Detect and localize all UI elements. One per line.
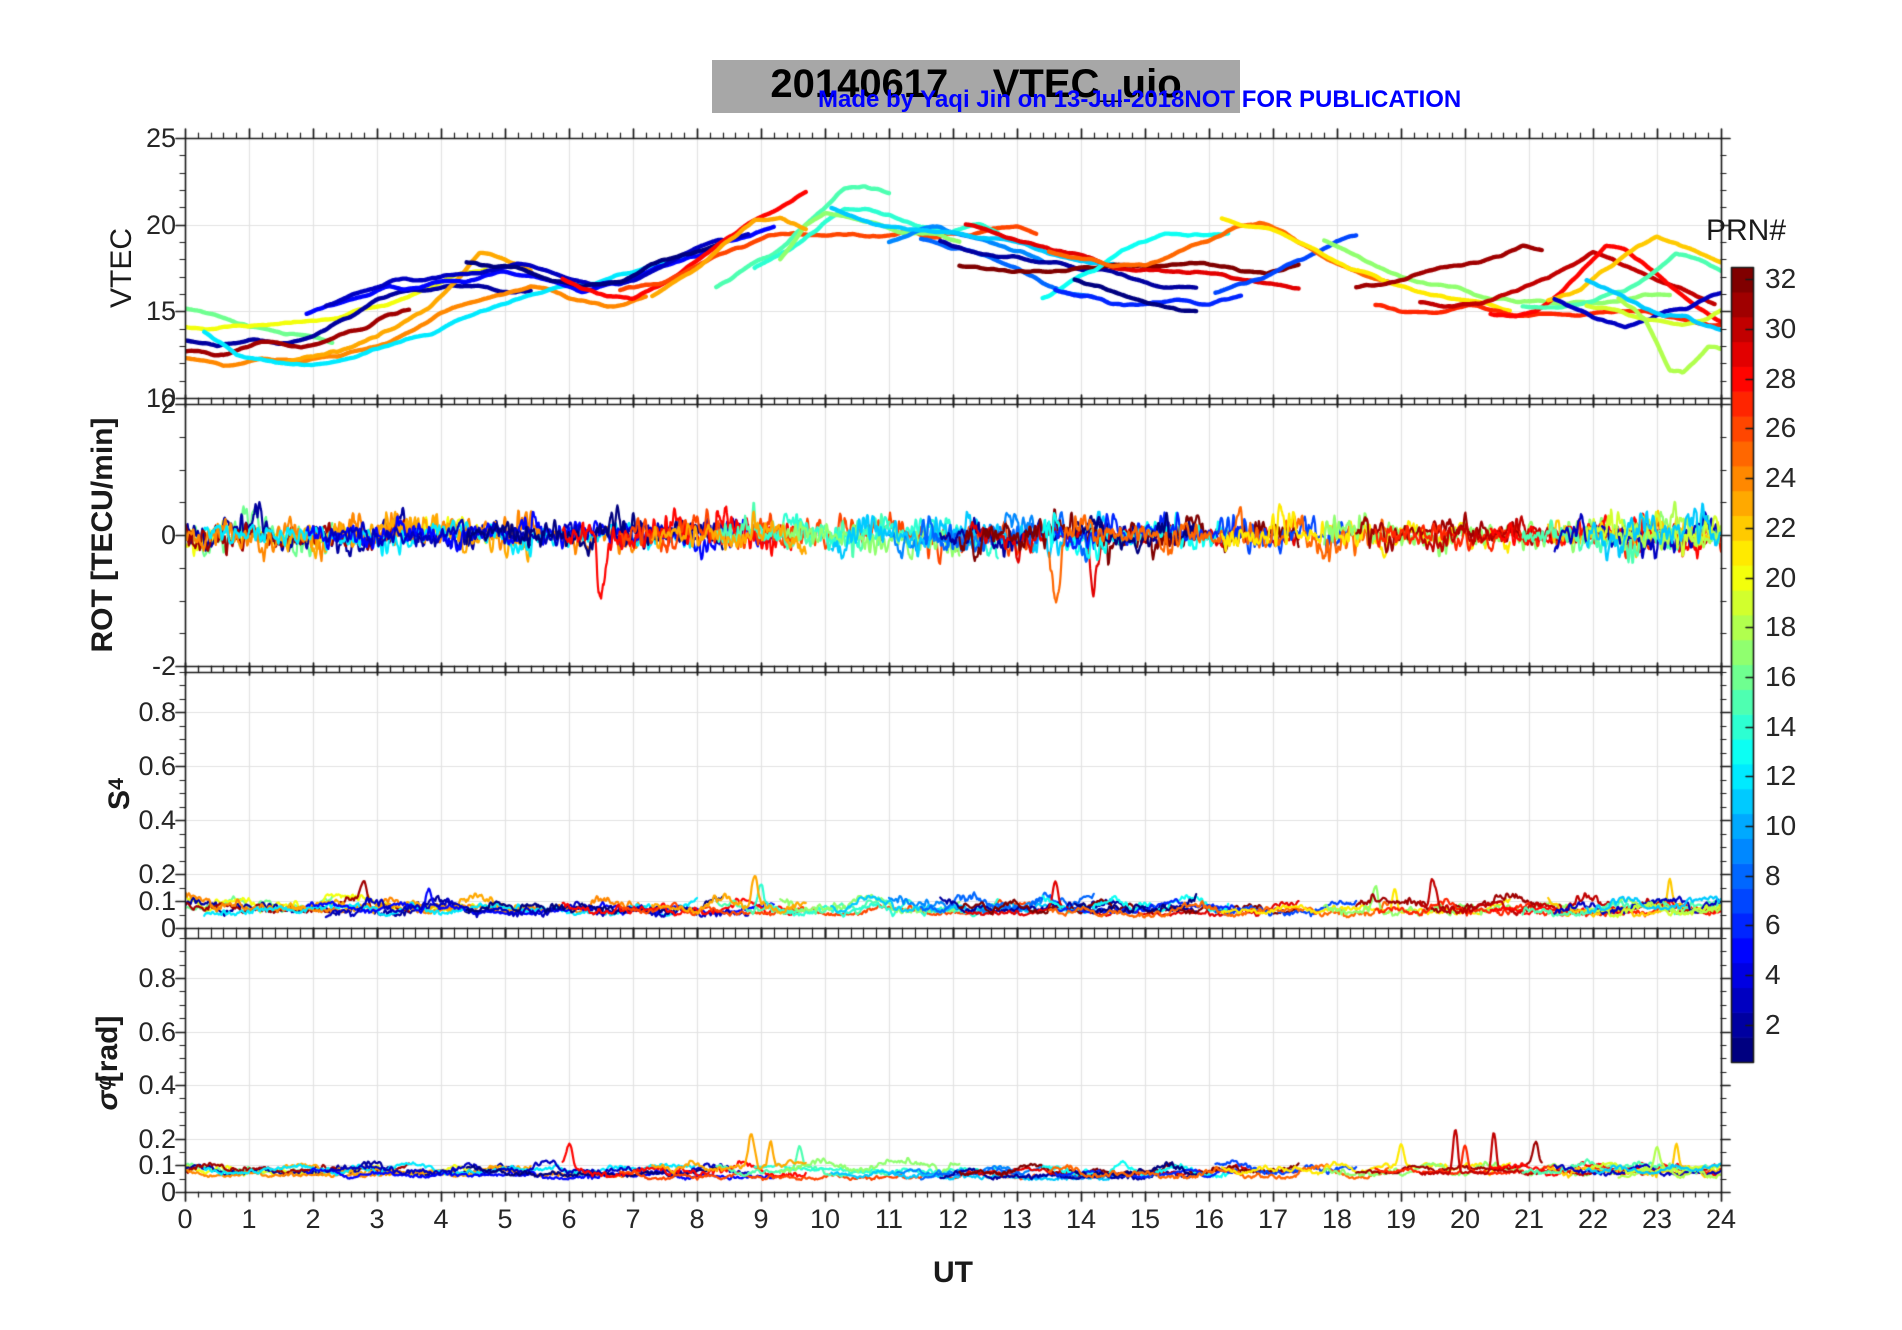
y-tick-label: 0: [160, 1177, 176, 1207]
x-tick-label: 1: [241, 1204, 257, 1234]
figure-title: 20140617 VTEC_uio: [770, 62, 1182, 106]
x-tick-label: 10: [809, 1204, 841, 1234]
colorbar-tick-label: 30: [1765, 313, 1797, 344]
x-tick-label: 19: [1385, 1204, 1417, 1234]
colorbar-tick-label: 12: [1765, 760, 1797, 791]
colorbar-tick-label: 16: [1765, 661, 1797, 692]
credit-row: Made by Yaqi Jin on 13-Jul-2018 NOT FOR …: [818, 86, 1461, 114]
colorbar-tick-label: 26: [1765, 412, 1797, 443]
x-tick-label: 7: [625, 1204, 641, 1234]
x-axis-label: UT: [933, 1256, 973, 1289]
y-tick-label: 0.2: [138, 1124, 176, 1154]
y-tick-label: 20: [145, 210, 176, 240]
x-tick-label: 2: [305, 1204, 321, 1234]
y-tick-label: 25: [145, 123, 176, 153]
colorbar-tick-label: 2: [1765, 1009, 1781, 1040]
colorbar-tick-label: 20: [1765, 562, 1797, 593]
x-tick-label: 21: [1513, 1204, 1545, 1234]
y-tick-label: 0.4: [138, 1070, 176, 1100]
x-tick-label: 24: [1705, 1204, 1737, 1234]
colorbar-tick-label: 10: [1765, 810, 1797, 841]
x-tick-label: 14: [1065, 1204, 1097, 1234]
colorbar-tick-label: 18: [1765, 611, 1797, 642]
colorbar-title: PRN#: [1705, 214, 1787, 247]
colorbar-tick-label: 8: [1765, 860, 1781, 891]
y-tick-label: 0.4: [138, 805, 176, 835]
x-tick-label: 12: [937, 1204, 969, 1234]
y-tick-label: -2: [151, 651, 176, 681]
y-tick-label: 0.8: [138, 963, 176, 993]
credit-note: Made by Yaqi Jin on 13-Jul-2018: [818, 86, 1185, 113]
y-tick-label: 0: [160, 520, 176, 550]
x-tick-label: 8: [689, 1204, 705, 1234]
y-tick-label: 0.2: [138, 859, 176, 889]
y-tick-label: 10: [145, 383, 176, 413]
x-tick-label: 22: [1577, 1204, 1609, 1234]
colorbar-tick-label: 4: [1765, 959, 1781, 990]
x-tick-label: 5: [497, 1204, 513, 1234]
title-banner: [712, 60, 1240, 113]
x-tick-label: 20: [1449, 1204, 1481, 1234]
x-tick-label: 6: [561, 1204, 577, 1234]
y-tick-label: 15: [145, 296, 176, 326]
colorbar-tick-label: 28: [1765, 363, 1797, 394]
colorbar-tick-label: 32: [1765, 263, 1797, 294]
y-tick-label: 0: [160, 913, 176, 943]
y-tick-label: 0.8: [138, 697, 176, 727]
x-tick-label: 15: [1129, 1204, 1161, 1234]
colorbar-tick-label: 22: [1765, 512, 1797, 543]
x-tick-label: 17: [1257, 1204, 1289, 1234]
x-tick-label: 11: [874, 1204, 904, 1234]
y-tick-label: 0.6: [138, 1017, 176, 1047]
colorbar-tick-label: 6: [1765, 909, 1781, 940]
colorbar-tick-label: 14: [1765, 711, 1797, 742]
y-tick-label: 2: [160, 389, 176, 419]
x-tick-label: 16: [1193, 1204, 1225, 1234]
y-tick-label: 0.1: [138, 886, 176, 916]
x-tick-label: 23: [1641, 1204, 1673, 1234]
y-tick-label: 0.6: [138, 751, 176, 781]
x-tick-label: 3: [369, 1204, 385, 1234]
x-tick-label: 13: [1001, 1204, 1033, 1234]
publication-warning: NOT FOR PUBLICATION: [1184, 86, 1462, 113]
x-tick-label: 4: [433, 1204, 449, 1234]
x-tick-label: 18: [1321, 1204, 1353, 1234]
colorbar-tick-label: 24: [1765, 462, 1797, 493]
y-tick-label: 0.1: [138, 1150, 176, 1180]
x-tick-label: 9: [753, 1204, 769, 1234]
x-tick-label: 0: [177, 1204, 193, 1234]
